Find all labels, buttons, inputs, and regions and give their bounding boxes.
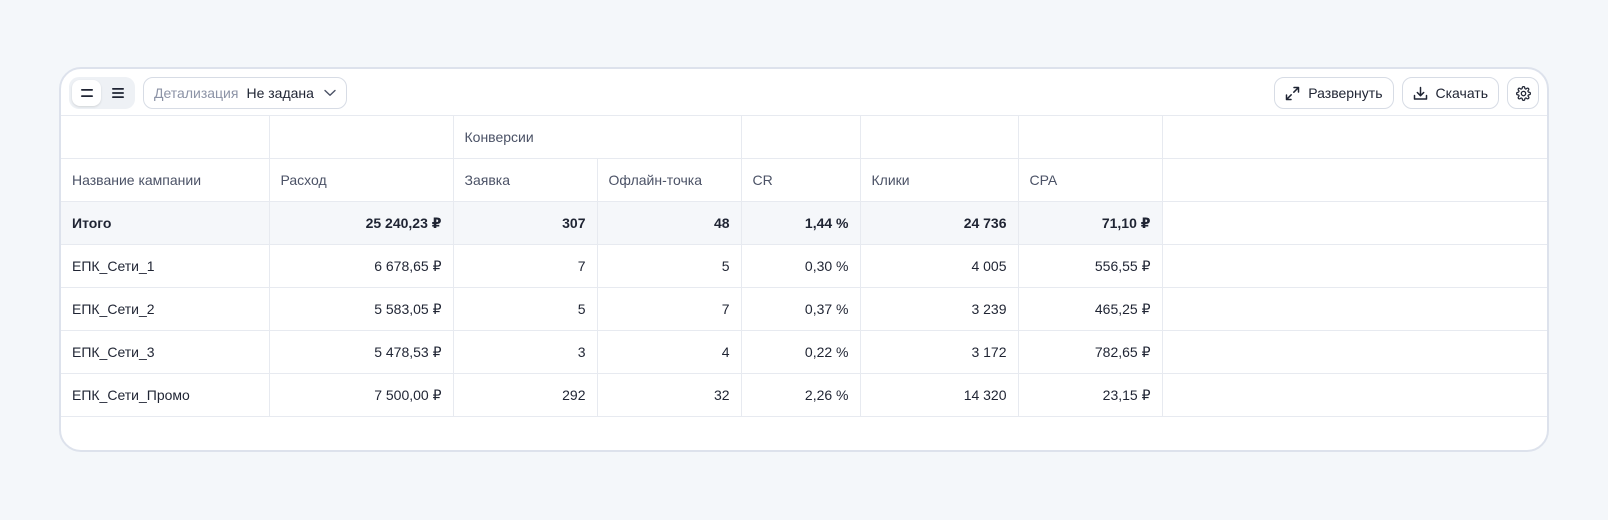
empty-cell [1162, 373, 1547, 417]
detail-value: Не задана [246, 85, 314, 101]
empty-cell [1162, 201, 1547, 245]
campaign-name: ЕПК_Сети_2 [61, 287, 270, 331]
table-row: ЕПК_Сети_Промо 7 500,00 ₽ 292 32 2,26 % … [61, 373, 1547, 417]
two-lines-icon [80, 89, 93, 97]
spend-cell: 5 583,05 ₽ [269, 287, 454, 331]
offline-cell: 4 [597, 330, 742, 374]
table-row: ЕПК_Сети_3 5 478,53 ₽ 3 4 0,22 % 3 172 7… [61, 330, 1547, 374]
column-header-cr[interactable]: CR [741, 158, 861, 202]
empty-header-cell [61, 115, 270, 159]
total-requests: 307 [453, 201, 598, 245]
cr-cell: 0,22 % [741, 330, 861, 374]
table-row: ЕПК_Сети_1 6 678,65 ₽ 7 5 0,30 % 4 005 5… [61, 244, 1547, 288]
settings-button[interactable] [1507, 77, 1539, 109]
view-compact-button[interactable] [72, 80, 101, 106]
empty-cell [1162, 287, 1547, 331]
column-header-requests[interactable]: Заявка [453, 158, 598, 202]
requests-cell: 3 [453, 330, 598, 374]
detail-select[interactable]: Детализация Не задана [143, 77, 347, 109]
offline-cell: 5 [597, 244, 742, 288]
gear-icon [1515, 85, 1531, 101]
cpa-cell: 782,65 ₽ [1018, 330, 1163, 374]
campaign-name: ЕПК_Сети_1 [61, 244, 270, 288]
expand-arrows-icon [1286, 86, 1300, 100]
spend-cell: 6 678,65 ₽ [269, 244, 454, 288]
empty-header-cell [860, 115, 1019, 159]
clicks-cell: 4 005 [860, 244, 1019, 288]
total-offline: 48 [597, 201, 742, 245]
detail-label: Детализация [154, 85, 239, 101]
empty-header-cell [1018, 115, 1163, 159]
group-header-row: Конверсии [61, 115, 1547, 159]
download-icon [1413, 86, 1427, 100]
column-header-offline[interactable]: Офлайн-точка [597, 158, 742, 202]
offline-cell: 32 [597, 373, 742, 417]
column-header-spend[interactable]: Расход [269, 158, 454, 202]
view-mode-toggle [69, 77, 135, 109]
empty-header-cell [269, 115, 454, 159]
requests-cell: 5 [453, 287, 598, 331]
empty-cell [1162, 244, 1547, 288]
total-name: Итого [61, 201, 270, 245]
campaign-name: ЕПК_Сети_3 [61, 330, 270, 374]
total-cpa: 71,10 ₽ [1018, 201, 1163, 245]
empty-header-cell [741, 115, 861, 159]
view-list-button[interactable] [103, 80, 132, 106]
total-cr: 1,44 % [741, 201, 861, 245]
requests-cell: 292 [453, 373, 598, 417]
expand-label: Развернуть [1308, 85, 1383, 101]
spend-cell: 5 478,53 ₽ [269, 330, 454, 374]
total-clicks: 24 736 [860, 201, 1019, 245]
chevron-down-icon [324, 89, 336, 97]
report-card: Детализация Не задана Развернуть Скачать [59, 67, 1549, 452]
column-header-row: Название кампании Расход Заявка Офлайн-т… [61, 158, 1547, 202]
cpa-cell: 556,55 ₽ [1018, 244, 1163, 288]
expand-button[interactable]: Развернуть [1274, 77, 1394, 109]
requests-cell: 7 [453, 244, 598, 288]
empty-header-cell [1162, 158, 1547, 202]
table-row: ЕПК_Сети_2 5 583,05 ₽ 5 7 0,37 % 3 239 4… [61, 287, 1547, 331]
conversions-group-header: Конверсии [453, 115, 742, 159]
empty-header-cell [1162, 115, 1547, 159]
campaign-name: ЕПК_Сети_Промо [61, 373, 270, 417]
column-header-campaign[interactable]: Название кампании [61, 158, 270, 202]
offline-cell: 7 [597, 287, 742, 331]
table-toolbar: Детализация Не задана Развернуть Скачать [61, 69, 1547, 117]
spend-cell: 7 500,00 ₽ [269, 373, 454, 417]
total-row: Итого 25 240,23 ₽ 307 48 1,44 % 24 736 7… [61, 201, 1547, 245]
download-label: Скачать [1435, 85, 1489, 101]
cpa-cell: 465,25 ₽ [1018, 287, 1163, 331]
column-header-clicks[interactable]: Клики [860, 158, 1019, 202]
total-spend: 25 240,23 ₽ [269, 201, 454, 245]
empty-cell [1162, 330, 1547, 374]
cr-cell: 0,30 % [741, 244, 861, 288]
download-button[interactable]: Скачать [1401, 77, 1499, 109]
clicks-cell: 14 320 [860, 373, 1019, 417]
campaign-table: Конверсии Название кампании Расход Заявк… [61, 115, 1547, 417]
column-header-cpa[interactable]: CPA [1018, 158, 1163, 202]
cr-cell: 2,26 % [741, 373, 861, 417]
clicks-cell: 3 239 [860, 287, 1019, 331]
cpa-cell: 23,15 ₽ [1018, 373, 1163, 417]
cr-cell: 0,37 % [741, 287, 861, 331]
clicks-cell: 3 172 [860, 330, 1019, 374]
three-lines-icon [111, 88, 124, 98]
